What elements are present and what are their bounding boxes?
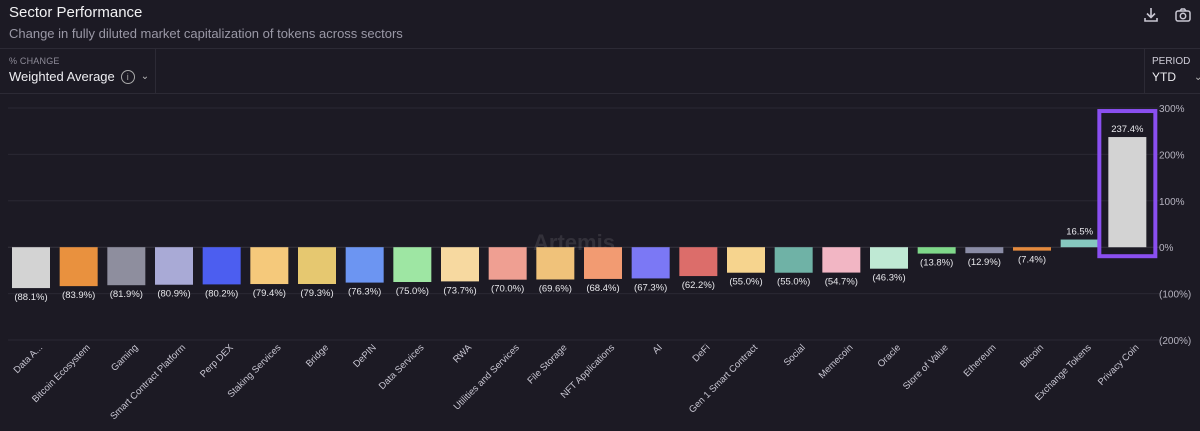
change-dropdown[interactable]: % CHANGE Weighted Average i ⌄ (9, 56, 149, 84)
data-label: (68.4%) (586, 283, 619, 294)
bar (298, 247, 336, 284)
data-label: (12.9%) (968, 257, 1001, 268)
info-icon[interactable]: i (120, 69, 135, 84)
data-label: (70.0%) (491, 284, 524, 295)
data-label: (88.1%) (14, 292, 47, 303)
header-actions (1142, 6, 1192, 24)
x-tick-label: Data A... (12, 342, 46, 376)
bar (727, 247, 765, 273)
x-tick-label: Privacy Coin (1096, 342, 1141, 387)
bar (441, 247, 479, 282)
data-label: (55.0%) (777, 277, 810, 288)
data-label: (7.4%) (1018, 255, 1046, 266)
x-tick-label: Data Services (377, 342, 427, 392)
x-tick-label: DePIN (351, 342, 379, 370)
bar (1013, 247, 1051, 251)
bar (393, 247, 432, 282)
bar (155, 247, 193, 285)
bar (250, 247, 289, 285)
y-tick-label: 0% (1159, 243, 1174, 254)
x-tick-label: AI (651, 342, 665, 356)
x-tick-label: Bitcoin (1018, 342, 1046, 370)
change-label: % CHANGE (9, 56, 60, 66)
bar (870, 247, 908, 269)
data-label: (81.9%) (110, 289, 143, 300)
data-label: (67.3%) (634, 282, 667, 293)
bar (917, 247, 956, 254)
bar (536, 247, 575, 280)
x-tick-label: Store of Value (901, 342, 951, 392)
x-tick-label: Gaming (109, 342, 140, 373)
x-tick-label: RWA (451, 342, 475, 366)
data-label: 237.4% (1111, 124, 1144, 135)
bar (107, 247, 146, 286)
data-label: (54.7%) (825, 277, 858, 288)
controls-row: % CHANGE Weighted Average i ⌄ PERIOD YTD… (0, 48, 1200, 94)
chart-header: Sector Performance (9, 4, 142, 21)
data-label: (80.2%) (205, 288, 238, 299)
bar (1108, 137, 1147, 248)
bar (774, 247, 813, 273)
chart-title: Sector Performance (9, 4, 143, 21)
chart-subtitle: Change in fully diluted market capitaliz… (9, 26, 403, 41)
x-tick-label: DeFi (690, 342, 712, 364)
download-icon[interactable] (1142, 6, 1160, 24)
bar (488, 247, 527, 280)
bar (1060, 239, 1099, 248)
bar (965, 247, 1004, 254)
data-label: 16.5% (1066, 227, 1093, 238)
divider (155, 49, 156, 93)
data-label: (73.7%) (443, 285, 476, 296)
data-label: (79.4%) (253, 288, 286, 299)
data-label: (69.6%) (539, 283, 572, 294)
period-value: YTD (1152, 70, 1176, 84)
bar (584, 247, 622, 279)
bar-chart: 300%200%100%0%(100%)(200%)Artemis(88.1%)… (8, 104, 1191, 422)
data-label: (13.8%) (920, 258, 953, 269)
x-tick-label: Social (782, 342, 808, 368)
chevron-down-icon: ⌄ (1194, 71, 1200, 83)
y-tick-label: 100% (1159, 197, 1185, 208)
x-tick-label: Memecoin (817, 342, 856, 381)
y-tick-label: 300% (1159, 104, 1185, 115)
data-label: (76.3%) (348, 287, 381, 298)
bar (631, 247, 670, 279)
y-tick-label: 200% (1159, 150, 1185, 161)
period-label: PERIOD (1152, 56, 1191, 67)
bar (345, 247, 384, 283)
bar (679, 247, 718, 277)
data-label: (83.9%) (62, 290, 95, 301)
bar (12, 247, 50, 289)
data-label: (55.0%) (729, 277, 762, 288)
y-tick-label: (200%) (1159, 336, 1191, 347)
y-tick-label: (100%) (1159, 290, 1191, 301)
x-tick-label: Oracle (876, 342, 904, 370)
divider (1144, 49, 1145, 93)
bar (59, 247, 98, 287)
bar (822, 247, 861, 273)
data-label: (46.3%) (872, 273, 905, 284)
period-dropdown[interactable]: PERIOD YTD ⌄ (1152, 56, 1200, 84)
x-tick-label: File Storage (525, 342, 569, 386)
bar (202, 247, 241, 285)
x-tick-label: Perp DEX (198, 342, 236, 380)
highlight-box (1097, 109, 1158, 259)
camera-icon[interactable] (1174, 6, 1192, 24)
chevron-down-icon: ⌄ (140, 71, 150, 82)
data-label: (80.9%) (157, 289, 190, 300)
data-label: (79.3%) (300, 288, 333, 299)
x-tick-label: Ethereum (962, 342, 999, 379)
data-label: (62.2%) (682, 280, 715, 291)
change-value: Weighted Average (9, 69, 115, 84)
data-label: (75.0%) (396, 286, 429, 297)
x-tick-label: Bridge (304, 342, 331, 369)
